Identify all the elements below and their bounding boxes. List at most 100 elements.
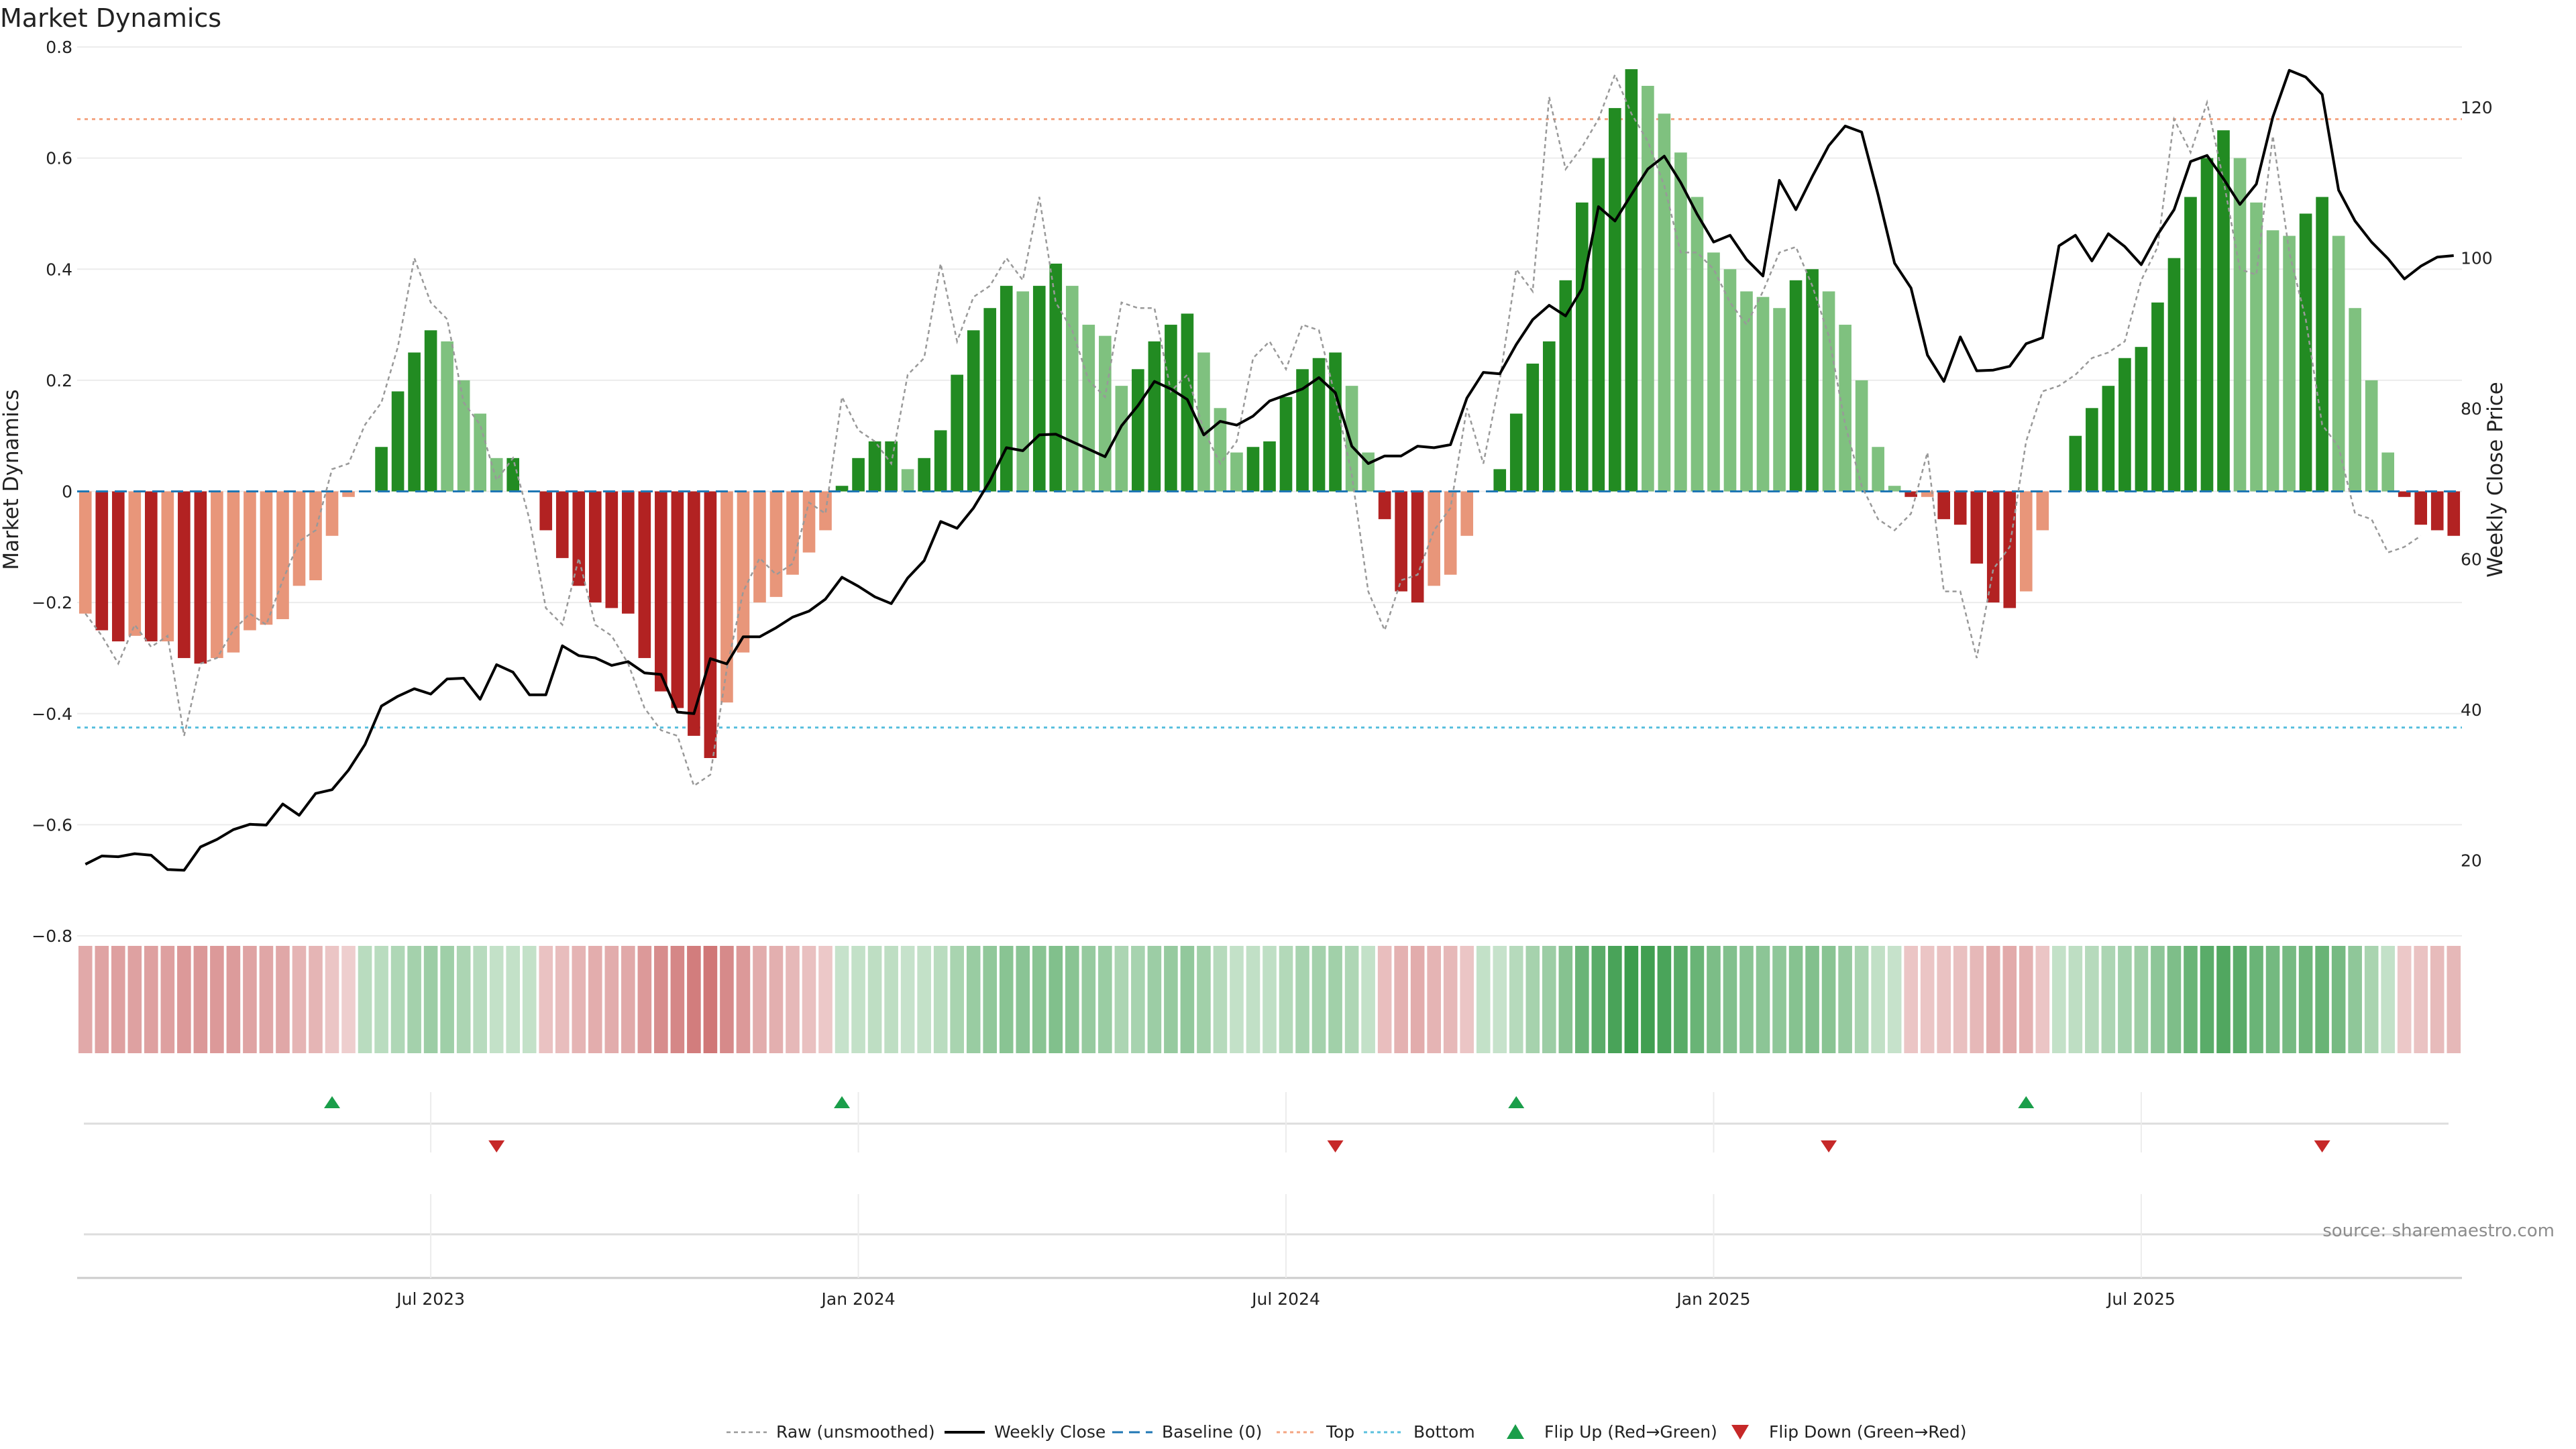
momentum-bar — [1032, 286, 1046, 492]
flip-markers-panel — [77, 1092, 2462, 1279]
heat-cell — [2397, 946, 2412, 1053]
y-tick-label: 0 — [62, 482, 72, 502]
momentum-bar — [588, 491, 602, 603]
momentum-bar — [688, 491, 700, 736]
heat-cell — [1756, 946, 1770, 1053]
legend-entry: Flip Down (Green→Red) — [1769, 1422, 1967, 1442]
momentum-bar — [983, 308, 997, 492]
momentum-bar — [572, 491, 586, 586]
y2-tick-label: 120 — [2461, 98, 2493, 117]
momentum-bar — [2184, 197, 2197, 492]
momentum-bar — [2250, 202, 2263, 492]
momentum-bar — [161, 491, 174, 642]
flip-down-marker — [2314, 1140, 2330, 1152]
momentum-bar — [111, 491, 125, 642]
heat-cell — [1953, 946, 1968, 1053]
heat-cell — [309, 946, 323, 1053]
heat-cell — [2068, 946, 2083, 1053]
heat-cell — [687, 946, 701, 1053]
momentum-bar — [1970, 491, 1984, 564]
flip-up-marker — [324, 1096, 341, 1108]
y-tick-label: −0.8 — [32, 926, 72, 946]
momentum-bar — [1542, 341, 1556, 492]
heat-cell — [177, 946, 191, 1053]
momentum-bar — [1493, 469, 1507, 492]
momentum-bar — [1526, 364, 1540, 492]
y2-tick-label: 60 — [2461, 550, 2482, 570]
heat-cell — [1575, 946, 1589, 1053]
heat-cell — [2414, 946, 2428, 1053]
heat-cell — [2200, 946, 2214, 1053]
momentum-bar — [227, 491, 240, 653]
momentum-bar — [1312, 358, 1326, 492]
legend-entry: Baseline (0) — [1162, 1422, 1262, 1442]
momentum-bar — [78, 491, 92, 614]
momentum-bar — [1148, 341, 1161, 492]
heat-cell — [456, 946, 471, 1053]
heat-cell — [1476, 946, 1491, 1053]
momentum-bar — [2283, 235, 2296, 492]
heat-cell — [2364, 946, 2379, 1053]
heat-cell — [522, 946, 537, 1053]
heat-cell — [1263, 946, 1277, 1053]
momentum-bar — [2200, 158, 2214, 492]
flip-down-marker — [1821, 1140, 1837, 1152]
heat-cell — [2184, 946, 2198, 1053]
heat-cell — [95, 946, 109, 1053]
heat-cell — [769, 946, 784, 1053]
momentum-bar — [1345, 386, 1358, 492]
y2-tick-label: 40 — [2461, 700, 2482, 720]
momentum-bar — [408, 352, 421, 492]
heat-cell — [144, 946, 158, 1053]
momentum-bar — [145, 491, 158, 642]
momentum-bar — [2447, 491, 2461, 536]
heat-cell — [1821, 946, 1836, 1053]
momentum-bar — [852, 458, 865, 492]
heat-cell — [1788, 946, 1803, 1053]
momentum-bar — [720, 491, 733, 703]
heat-cell — [259, 946, 274, 1053]
heat-cell — [1016, 946, 1030, 1053]
momentum-bar — [2381, 452, 2394, 492]
heat-cell — [1460, 946, 1474, 1053]
y-tick-label: 0.4 — [46, 260, 72, 279]
heat-cell — [1986, 946, 2000, 1053]
heat-cell — [1344, 946, 1359, 1053]
momentum-bar — [1099, 335, 1112, 492]
heat-cell — [2216, 946, 2231, 1053]
heat-cell — [1032, 946, 1046, 1053]
momentum-bar — [1509, 413, 1523, 492]
heat-cell — [2118, 946, 2132, 1053]
momentum-bar — [1773, 308, 1786, 492]
heat-strip — [78, 946, 2461, 1053]
momentum-bar — [1723, 269, 1737, 492]
heat-cell — [2249, 946, 2263, 1053]
heat-cell — [1328, 946, 1342, 1053]
momentum-bar — [424, 330, 437, 492]
momentum-bar — [1904, 491, 1917, 497]
weekly-close-line — [85, 68, 2454, 872]
momentum-bar — [128, 491, 142, 636]
heat-cell — [423, 946, 438, 1053]
momentum-bar — [2217, 130, 2230, 492]
momentum-bar — [1888, 486, 1901, 492]
momentum-bar — [1016, 291, 1030, 492]
x-axis-ticks: Jul 2023 Jan 2024 Jul 2024 Jan 2025 Jul 2025 — [395, 1289, 2176, 1309]
momentum-bar — [342, 491, 355, 497]
heat-cell — [2052, 946, 2066, 1053]
heat-cell — [390, 946, 405, 1053]
momentum-bar — [1296, 369, 1309, 492]
heat-cell — [1147, 946, 1162, 1053]
y-axis-label: Market Dynamics — [0, 389, 23, 570]
momentum-bar — [1444, 491, 1457, 575]
y-tick-label: 0.8 — [46, 38, 72, 57]
momentum-bar — [1806, 269, 1819, 492]
heat-cell — [1674, 946, 1688, 1053]
heat-cell — [193, 946, 208, 1053]
heat-cell — [2298, 946, 2313, 1053]
heat-cell — [1542, 946, 1556, 1053]
momentum-bar — [1197, 352, 1210, 492]
heat-cell — [1377, 946, 1392, 1053]
heat-cell — [1739, 946, 1754, 1053]
momentum-bar — [671, 491, 684, 708]
